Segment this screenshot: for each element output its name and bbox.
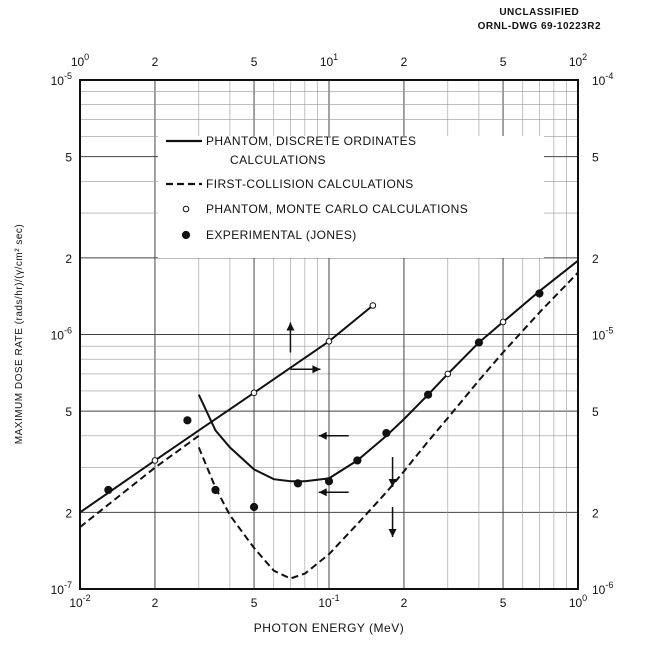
arrow-down bbox=[388, 506, 397, 537]
data-point-experimental bbox=[382, 428, 391, 438]
tick-labels: 10-2 2 5 10-1 2 5 100 100 2 5 101 2 5 102 10-7 2 5 10-6 2 5… bbox=[51, 52, 614, 610]
arrow-down bbox=[388, 457, 397, 488]
x-axis-label: PHOTON ENERGY (MeV) bbox=[254, 621, 404, 635]
drawing-number: ORNL-DWG 69-10223R2 bbox=[477, 21, 601, 32]
y-tick-label-right: 10-6 bbox=[592, 580, 613, 597]
series-line-dashed bbox=[197, 271, 579, 580]
arrow-head bbox=[388, 479, 397, 488]
y-tick-label-right: 10-5 bbox=[592, 326, 613, 343]
data-point-experimental bbox=[324, 477, 334, 486]
data-point-experimental bbox=[104, 485, 113, 495]
data-point-monte-carlo bbox=[369, 302, 377, 309]
legend-background bbox=[158, 136, 544, 258]
x-tick-label-top: 2 bbox=[401, 55, 408, 69]
data-point-monte-carlo bbox=[444, 370, 452, 378]
y-tick-label-left: 2 bbox=[65, 252, 72, 266]
data-point-monte-carlo bbox=[151, 457, 159, 464]
x-tick-label-top: 2 bbox=[152, 55, 159, 69]
data-point-experimental bbox=[535, 289, 544, 298]
series-line-dashed bbox=[79, 434, 200, 528]
plot-frame bbox=[79, 79, 579, 590]
arrow-left bbox=[318, 488, 349, 497]
x-tick-label-top: 102 bbox=[569, 52, 587, 69]
y-tick-label-left: 2 bbox=[65, 506, 72, 520]
y-tick-label-right: 2 bbox=[592, 506, 599, 520]
x-tick-label-bottom: 5 bbox=[500, 596, 507, 610]
x-tick-label-top: 5 bbox=[251, 55, 258, 69]
arrow-head bbox=[318, 431, 327, 440]
y-tick-label-left: 10-5 bbox=[51, 71, 72, 88]
x-tick-label-bottom: 100 bbox=[569, 593, 587, 610]
y-tick-label-right: 10-4 bbox=[592, 71, 613, 88]
data-point-experimental bbox=[293, 479, 302, 488]
legend-entry: PHANTOM, DISCRETE ORDINATES CALCULATIONS bbox=[166, 134, 416, 167]
data-point-experimental bbox=[474, 338, 484, 347]
y-tick-label-left: 5 bbox=[65, 405, 72, 419]
document-header: UNCLASSIFIED ORNL-DWG 69-10223R2 bbox=[478, 6, 601, 34]
legend-label: CALCULATIONS bbox=[230, 153, 326, 167]
legend-label: EXPERIMENTAL (JONES) bbox=[206, 228, 357, 242]
y-tick-label-left: 10-6 bbox=[51, 326, 72, 343]
legend-label: PHANTOM, DISCRETE ORDINATES bbox=[206, 134, 416, 148]
x-tick-label-bottom: 10-2 bbox=[69, 593, 90, 610]
y-tick-label-right: 5 bbox=[592, 405, 599, 419]
data-point-experimental bbox=[211, 485, 220, 495]
arrow-left bbox=[318, 431, 349, 440]
legend: PHANTOM, DISCRETE ORDINATES CALCULATIONS F… bbox=[158, 134, 544, 258]
legend-entry: FIRST-COLLISION CALCULATIONS bbox=[166, 177, 414, 191]
x-tick-label-bottom: 5 bbox=[251, 596, 258, 610]
data-point-monte-carlo bbox=[499, 318, 507, 326]
arrow-head bbox=[286, 322, 295, 331]
y-tick-label-left: 5 bbox=[65, 151, 72, 165]
legend-label: FIRST-COLLISION CALCULATIONS bbox=[206, 177, 414, 191]
x-tick-label-bottom: 2 bbox=[401, 596, 408, 610]
arrow-head bbox=[312, 365, 321, 374]
arrow-right bbox=[290, 365, 321, 374]
data-point-experimental bbox=[353, 456, 362, 465]
annotation-arrows bbox=[286, 322, 397, 537]
data-series bbox=[79, 259, 579, 580]
arrow-head bbox=[318, 488, 327, 497]
legend-marker-filled bbox=[181, 230, 191, 240]
legend-entry: EXPERIMENTAL (JONES) bbox=[181, 228, 357, 242]
y-tick-label-left: 10-7 bbox=[51, 580, 72, 597]
y-tick-label-right: 2 bbox=[592, 252, 599, 266]
x-tick-label-top: 101 bbox=[320, 52, 338, 69]
legend-entry: PHANTOM, MONTE CARLO CALCULATIONS bbox=[182, 202, 468, 216]
arrow-head bbox=[388, 528, 397, 537]
data-point-experimental bbox=[249, 502, 259, 512]
legend-marker-open bbox=[182, 205, 190, 213]
arrow-up bbox=[286, 322, 295, 353]
data-point-monte-carlo bbox=[325, 338, 333, 345]
x-tick-label-top: 100 bbox=[71, 52, 89, 69]
y-tick-label-right: 5 bbox=[592, 151, 599, 165]
data-point-monte-carlo bbox=[250, 389, 258, 397]
legend-label: PHANTOM, MONTE CARLO CALCULATIONS bbox=[206, 202, 468, 216]
classification-label: UNCLASSIFIED bbox=[499, 7, 580, 18]
x-tick-label-bottom: 10-1 bbox=[318, 593, 339, 610]
y-axis-label: MAXIMUM DOSE RATE (rads/hr)/(γ/cm² sec) bbox=[14, 224, 25, 444]
data-point-experimental bbox=[183, 416, 192, 425]
data-point-experimental bbox=[423, 390, 433, 399]
x-tick-label-top: 5 bbox=[500, 55, 507, 69]
series-line-solid bbox=[197, 259, 579, 483]
x-tick-label-bottom: 2 bbox=[152, 596, 159, 610]
